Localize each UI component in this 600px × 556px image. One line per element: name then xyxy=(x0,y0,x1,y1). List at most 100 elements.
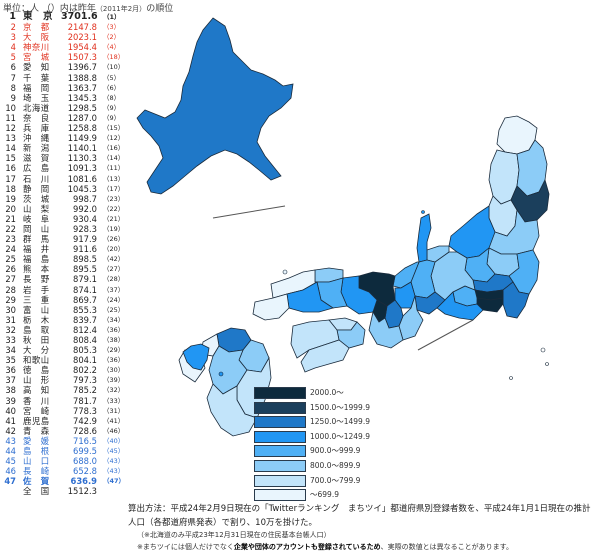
national-value: 1512.3 xyxy=(67,486,97,497)
ranking-previous: （20） xyxy=(103,245,125,254)
ranking-value: 1258.8 xyxy=(67,123,97,134)
ranking-value: 742.9 xyxy=(73,415,97,426)
ranking-row: 24 福 井 911.6 （20） xyxy=(3,244,133,254)
legend-swatch xyxy=(254,416,306,429)
ranking-rank: 46 xyxy=(5,466,16,477)
ranking-value: 911.6 xyxy=(73,244,97,255)
ranking-row: 35 和歌山 804.1 （36） xyxy=(3,355,133,365)
island-3 xyxy=(509,376,513,380)
disclaimer-bold: 企業や団体のアカウントも登録されているため xyxy=(233,543,381,551)
ranking-value: 1396.7 xyxy=(67,62,97,73)
ranking-previous: （31） xyxy=(103,406,125,415)
ranking-previous: （40） xyxy=(103,436,125,445)
ranking-row: 20 山 梨 992.0 （22） xyxy=(3,204,133,214)
ranking-value: 917.9 xyxy=(73,234,97,245)
ranking-row: 16 広 島 1091.3 （11） xyxy=(3,163,133,173)
ranking-value: 874.1 xyxy=(73,284,97,295)
ranking-rank: 35 xyxy=(5,355,16,366)
legend-label: 1250.0〜1499.9 xyxy=(310,417,370,427)
ranking-rank: 42 xyxy=(5,425,16,436)
ranking-value: 778.3 xyxy=(73,405,97,416)
ranking-value: 1363.7 xyxy=(67,82,97,93)
ranking-value: 802.2 xyxy=(73,365,97,376)
ranking-prefecture: 群 馬 xyxy=(23,234,50,245)
ranking-previous: （12） xyxy=(103,134,125,143)
ranking-rank: 22 xyxy=(5,223,16,234)
ranking-row: 8 福 岡 1363.7 （6） xyxy=(3,83,133,93)
ranking-prefecture: 山 口 xyxy=(23,456,50,467)
ranking-row: 6 愛 知 1396.7 （10） xyxy=(3,62,133,72)
region-hokkaido xyxy=(136,17,294,195)
island-5 xyxy=(421,210,425,214)
ranking-row: 46 長 崎 652.8 （43） xyxy=(3,466,133,476)
ranking-row: 18 静 岡 1045.3 （17） xyxy=(3,184,133,194)
national-label: 全 国 xyxy=(23,486,50,497)
ranking-row: 4 神奈川 1954.4 （4） xyxy=(3,42,133,52)
ranking-prefecture: 広 島 xyxy=(23,163,50,174)
ranking-previous: （9） xyxy=(103,113,121,122)
legend-swatch xyxy=(254,489,306,502)
ranking-row: 44 島 根 699.5 （45） xyxy=(3,446,133,456)
region-hiroshima xyxy=(286,281,334,313)
ranking-value: 1149.9 xyxy=(67,133,97,144)
ranking-rank: 34 xyxy=(5,345,16,356)
ranking-previous: （25） xyxy=(103,305,125,314)
ranking-prefecture: 神奈川 xyxy=(23,42,50,53)
ranking-previous: （4） xyxy=(103,43,121,52)
disclaimer-note: ※まちツイには個人だけでなく企業や団体のアカウントも登録されているため、実際の数… xyxy=(137,542,513,552)
ranking-rank: 10 xyxy=(5,102,16,113)
ranking-rank: 5 xyxy=(10,52,16,63)
ranking-row: 31 栃 木 839.7 （34） xyxy=(3,315,133,325)
region-shizuoka xyxy=(436,291,484,321)
ranking-row: 41 鹿児島 742.9 （41） xyxy=(3,416,133,426)
ranking-previous: （33） xyxy=(103,396,125,405)
ranking-rank: 12 xyxy=(5,123,16,134)
ranking-value: 1140.1 xyxy=(67,143,97,154)
ranking-row: 30 富 山 855.3 （25） xyxy=(3,305,133,315)
ranking-rank: 21 xyxy=(5,213,16,224)
ranking-prefecture: 長 野 xyxy=(23,274,50,285)
ranking-value: 636.9 xyxy=(70,476,98,487)
ranking-rank: 8 xyxy=(10,82,16,93)
ranking-prefecture: 青 森 xyxy=(23,425,50,436)
ranking-previous: （21） xyxy=(103,214,125,223)
ranking-prefecture: 栃 木 xyxy=(23,314,50,325)
ranking-previous: （24） xyxy=(103,295,125,304)
ranking-value: 688.0 xyxy=(73,456,97,467)
suffix-label: の順位 xyxy=(146,4,174,14)
ranking-previous: （14） xyxy=(103,154,125,163)
legend-label: 2000.0〜 xyxy=(310,388,344,397)
ranking-previous: （13） xyxy=(103,174,125,183)
ranking-value: 1081.6 xyxy=(67,173,97,184)
ranking-value: 728.6 xyxy=(73,425,97,436)
region-wakayama xyxy=(368,310,404,349)
region-miyagi xyxy=(510,178,550,223)
ranking-rank: 14 xyxy=(5,143,16,154)
ranking-rank: 13 xyxy=(5,133,16,144)
ranking-row: 28 岩 手 874.1 （37） xyxy=(3,285,133,295)
disclaimer-pre: ※まちツイには個人だけでなく xyxy=(137,543,234,551)
ranking-rank: 4 xyxy=(10,42,16,53)
ranking-prefecture: 岡 山 xyxy=(23,223,50,234)
ranking-row: 22 岡 山 928.3 （19） xyxy=(3,224,133,234)
ranking-value: 839.7 xyxy=(73,314,97,325)
ranking-previous: （36） xyxy=(103,325,125,334)
ranking-value: 652.8 xyxy=(73,466,97,477)
ranking-previous: （43） xyxy=(103,467,125,476)
ranking-row: 38 高 知 785.2 （32） xyxy=(3,385,133,395)
ranking-value: 930.4 xyxy=(73,213,97,224)
ranking-rank: 11 xyxy=(5,112,16,123)
ranking-rank: 18 xyxy=(5,183,16,194)
ranking-prefecture: 奈 良 xyxy=(23,112,50,123)
ranking-rank: 33 xyxy=(5,335,16,345)
ranking-value: 812.4 xyxy=(73,324,97,335)
ranking-previous: （43） xyxy=(103,457,125,466)
ranking-rank: 27 xyxy=(5,274,16,285)
island-2 xyxy=(545,362,549,366)
ranking-prefecture: 茨 城 xyxy=(23,193,50,204)
ranking-previous: （27） xyxy=(103,265,125,274)
legend-swatch xyxy=(254,474,306,487)
ranking-previous: （23） xyxy=(103,194,125,203)
hokkaido-separator xyxy=(212,205,286,219)
ranking-previous: （15） xyxy=(103,124,125,133)
